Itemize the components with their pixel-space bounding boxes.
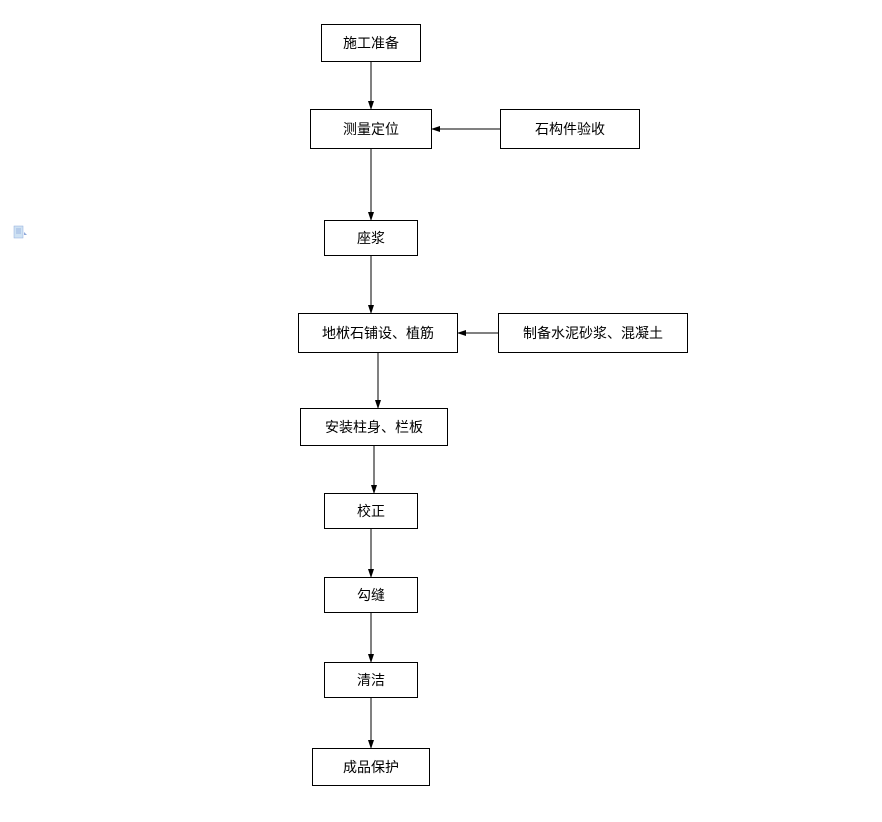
flowchart-node: 制备水泥砂浆、混凝土 — [498, 313, 688, 353]
flowchart-node: 安装柱身、栏板 — [300, 408, 448, 446]
document-icon — [12, 225, 28, 241]
flowchart-node: 座浆 — [324, 220, 418, 256]
flowchart-node: 成品保护 — [312, 748, 430, 786]
flowchart-node: 测量定位 — [310, 109, 432, 149]
flowchart-node: 清洁 — [324, 662, 418, 698]
flowchart-node: 校正 — [324, 493, 418, 529]
flowchart-node: 地栿石铺设、植筋 — [298, 313, 458, 353]
flowchart-node: 石构件验收 — [500, 109, 640, 149]
flowchart-node: 施工准备 — [321, 24, 421, 62]
flowchart-node: 勾缝 — [324, 577, 418, 613]
flowchart-container: 施工准备测量定位 石构件验收座浆地栿石铺设、植筋制备水泥砂浆、混凝土安装柱身、栏板… — [0, 0, 882, 822]
